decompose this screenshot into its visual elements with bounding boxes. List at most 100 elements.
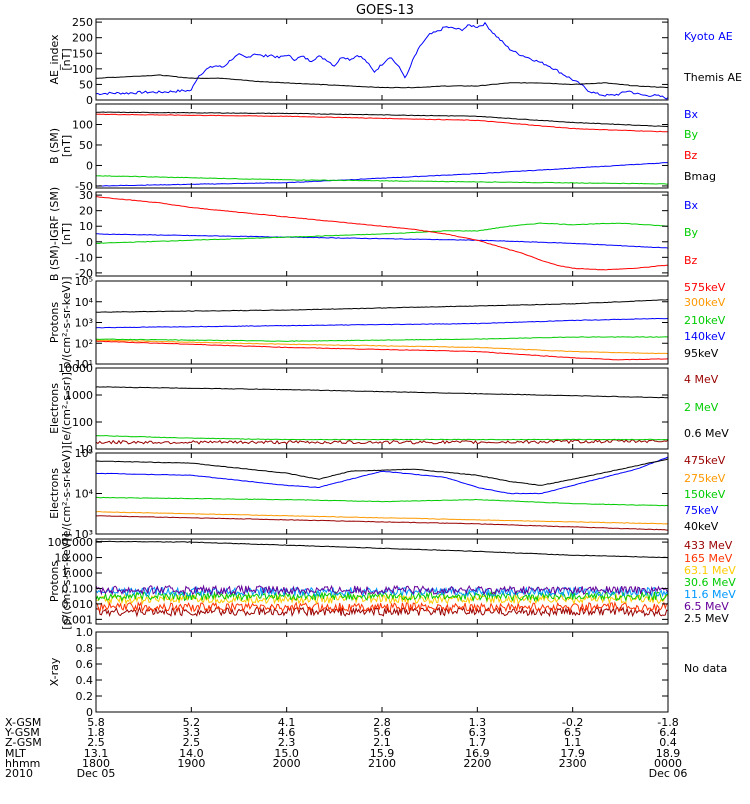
panel-protons1: 10¹ 10² 10³ 10⁴ 10⁵ Protons p/(cm²-s-sr-keV)] 5… — [48, 275, 726, 371]
y-tick-label-electrons1-1: 100 — [72, 416, 93, 429]
legend-entry-protons2-3: 30.6 MeV — [684, 576, 736, 589]
y-tick-label-bsm-0: -50 — [75, 180, 93, 193]
y-tick-label-electrons2-1: 10⁴ — [75, 488, 94, 501]
legend-entry-protons2-2: 63.1 MeV — [684, 564, 736, 577]
electrons1-series — [96, 386, 668, 445]
x-row-value-0-2: 4.1 — [278, 716, 296, 729]
series-line-bsm-3 — [96, 111, 668, 128]
legend-entry-protons1-3: 140keV — [684, 330, 726, 343]
series-line-protons2-1 — [96, 601, 668, 613]
series-line-electrons2-1 — [96, 511, 668, 525]
series-line-protons2-3 — [96, 590, 668, 603]
y-axis-label-protons1: Protons — [48, 302, 61, 343]
series-line-protons2-0 — [96, 605, 668, 618]
legend-entry-bsm-0: Bx — [684, 108, 699, 121]
y-tick-label-ae-2: 100 — [72, 63, 93, 76]
panel-frame-xray — [95, 631, 669, 713]
x-row-label-4: hhmm — [5, 757, 40, 770]
panel-frame-bsm — [95, 103, 669, 189]
y-tick-label-protons1-3: 10⁴ — [75, 296, 94, 309]
legend-entry-electrons2-3: 75keV — [684, 504, 719, 517]
series-line-bsm-2 — [96, 113, 668, 133]
legend-entry-bsm-3: Bmag — [684, 170, 716, 183]
y-tick-label-protons2-2: 0.100 — [62, 582, 94, 595]
x-row-value-2-2: 2.3 — [278, 736, 296, 749]
series-line-protons2-4 — [96, 585, 668, 598]
legend-entry-protons2-4: 11.6 MeV — [684, 588, 736, 601]
x-row-value-4-4: 2200 — [463, 757, 491, 770]
x-row-value-3-5: 17.9 — [560, 747, 585, 760]
series-line-protons1-3 — [96, 317, 668, 329]
y-axis-label-protons2: Protons — [48, 561, 61, 602]
series-line-electrons1-2 — [96, 386, 668, 399]
panel-frame-electrons1 — [95, 367, 669, 450]
y-axis-label-electrons2: Electrons — [48, 468, 61, 519]
y-tick-label-xray-5: 1.0 — [76, 626, 94, 639]
legend-entry-protons1-1: 300keV — [684, 296, 726, 309]
legend-entry-bdiff-1: By — [684, 226, 699, 239]
series-line-electrons2-0 — [96, 515, 668, 531]
x-row-value-0-4: 1.3 — [469, 716, 487, 729]
legend-entry-ae-1: Themis AE — [683, 71, 742, 84]
series-line-protons1-2 — [96, 336, 668, 342]
series-line-protons1-4 — [96, 299, 668, 313]
x-row-label-0: X-GSM — [5, 716, 41, 729]
y-axis-unit-ae: [nT] — [60, 48, 73, 70]
series-line-bdiff-1 — [96, 222, 668, 244]
y-tick-label-bsm-1: 0 — [86, 159, 93, 172]
y-axis-label-electrons1: Electrons — [48, 383, 61, 434]
x-row-value-5-0: Dec 05 — [77, 767, 116, 780]
y-axis-unit-electrons2: [e/(cm²-s-sr-keV)] — [60, 445, 73, 541]
y-axis-unit-protons2: [p/(cm²-s-sr-keV)] — [60, 533, 73, 630]
x-row-value-3-4: 16.9 — [465, 747, 490, 760]
series-line-protons1-0 — [96, 340, 668, 361]
x-row-value-1-6: 6.4 — [659, 726, 677, 739]
y-tick-label-ae-0: 0 — [86, 94, 93, 107]
y-tick-label-ae-5: 250 — [72, 16, 93, 29]
panel-protons2: 0.001 0.010 0.100 1.000 10.000 100.000 Protons… — [48, 533, 737, 630]
x-row-label-2: Z-GSM — [5, 736, 42, 749]
legend-entry-electrons1-2: 0.6 MeV — [684, 427, 729, 440]
x-row-value-1-3: 5.6 — [373, 726, 391, 739]
panel-electrons2: 10³ 10⁴ 10⁵ Electrons [e/(cm²-s-sr-keV)] 475k… — [48, 445, 726, 541]
y-tick-label-protons1-4: 10⁵ — [75, 275, 93, 288]
legend-entry-protons2-5: 6.5 MeV — [684, 600, 729, 613]
series-line-electrons1-0 — [96, 439, 668, 445]
y-tick-label-electrons1-2: 1000 — [65, 389, 93, 402]
x-row-value-4-5: 2300 — [559, 757, 587, 770]
x-row-value-1-0: 1.8 — [87, 726, 105, 739]
y-tick-label-protons2-5: 100.000 — [48, 536, 94, 549]
y-axis-label-ae: AE_index — [48, 34, 61, 85]
x-row-value-4-6: 0000 — [654, 757, 682, 770]
bdiff-series — [96, 196, 668, 271]
x-row-value-1-5: 6.5 — [564, 726, 582, 739]
y-tick-label-bsm-2: 50 — [79, 139, 93, 152]
y-axis-unit-protons1: p/(cm²-s-sr-keV)] — [60, 276, 73, 368]
y-axis-label-xray: X-ray — [48, 657, 61, 686]
x-row-value-3-3: 15.9 — [370, 747, 395, 760]
x-row-value-1-1: 3.3 — [183, 726, 201, 739]
y-axis-unit-bdiff: [nT] — [60, 223, 73, 245]
y-tick-label-bdiff-4: 20 — [79, 205, 93, 218]
panel-note-xray: No data — [684, 662, 727, 675]
series-line-protons2-2 — [96, 593, 668, 606]
y-tick-label-protons1-2: 10³ — [75, 317, 93, 330]
legend-entry-electrons1-1: 2 MeV — [684, 401, 719, 414]
x-row-value-0-3: 2.8 — [373, 716, 391, 729]
y-tick-label-protons2-0: 0.001 — [62, 613, 94, 626]
x-row-value-3-2: 15.0 — [274, 747, 299, 760]
series-line-bdiff-0 — [96, 233, 668, 249]
x-row-value-2-4: 1.7 — [469, 736, 487, 749]
y-tick-label-electrons2-0: 10³ — [75, 528, 93, 541]
y-tick-label-bdiff-5: 30 — [79, 189, 93, 202]
y-tick-label-ae-4: 200 — [72, 32, 93, 45]
panel-electrons1: 10 100 1000 10000 Electrons [e/(cm²-s-sr)] 4 M… — [48, 362, 729, 456]
y-tick-label-bsm-3: 100 — [72, 118, 93, 131]
y-tick-label-protons2-4: 10.000 — [55, 552, 94, 565]
x-row-value-2-6: 0.4 — [659, 736, 677, 749]
y-tick-label-ae-3: 150 — [72, 47, 93, 60]
y-tick-label-protons2-1: 0.010 — [62, 598, 94, 611]
x-row-value-3-0: 13.1 — [84, 747, 109, 760]
